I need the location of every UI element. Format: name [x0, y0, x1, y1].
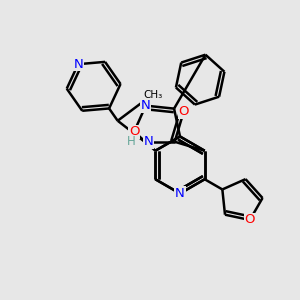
- Text: CH₃: CH₃: [143, 90, 162, 100]
- Text: H: H: [127, 135, 136, 148]
- Text: N: N: [143, 135, 153, 148]
- Text: N: N: [175, 187, 185, 200]
- Text: O: O: [178, 105, 189, 118]
- Text: O: O: [129, 125, 140, 138]
- Text: O: O: [244, 214, 255, 226]
- Text: N: N: [141, 99, 151, 112]
- Text: N: N: [73, 58, 83, 71]
